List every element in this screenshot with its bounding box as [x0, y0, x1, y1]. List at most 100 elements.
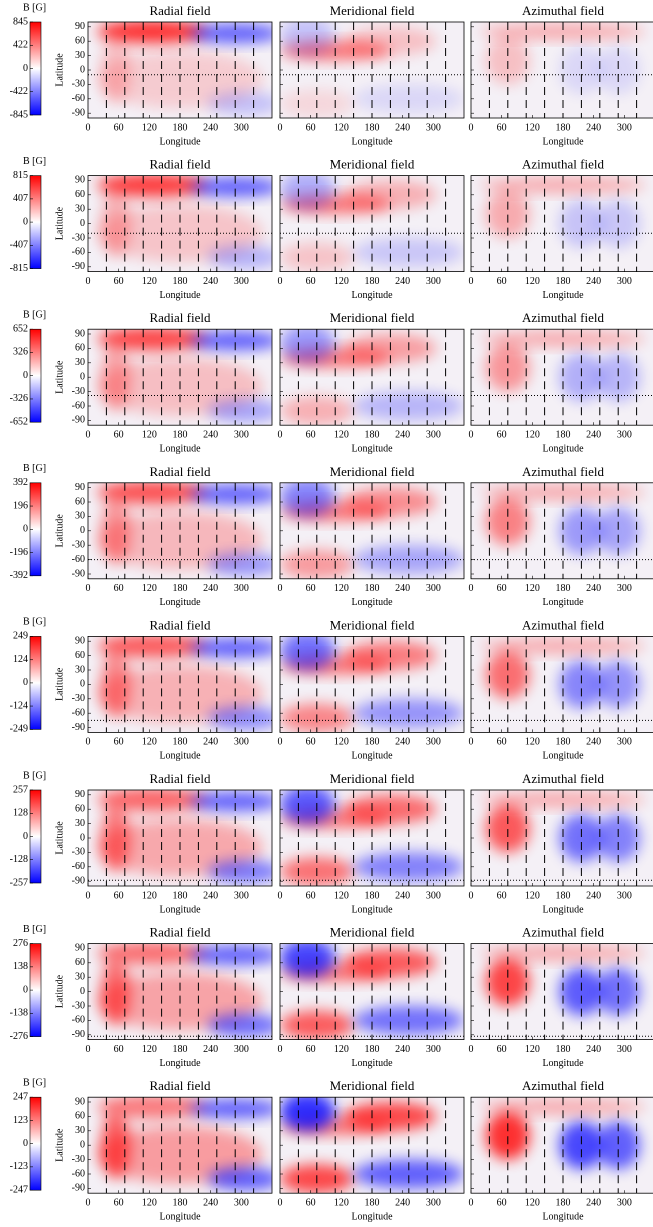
x-tick-label: 120	[525, 583, 540, 594]
heatmap-blob	[100, 343, 131, 411]
heatmap-blob	[280, 943, 336, 978]
x-tick-label: 300	[426, 1044, 441, 1055]
panel-title: Azimuthal field	[522, 3, 604, 18]
heatmap-blob	[596, 506, 641, 555]
y-tick-label: -60	[72, 400, 85, 411]
x-tick-label: 120	[525, 122, 540, 133]
x-tick-label: 120	[334, 583, 349, 594]
colorbar-tick-label: -196	[10, 547, 28, 558]
x-tick-label: 60	[306, 122, 316, 133]
heatmap	[88, 943, 272, 1040]
heatmap	[471, 175, 653, 272]
x-tick-label: 240	[586, 1044, 601, 1055]
heatmap-blob	[280, 175, 336, 210]
x-tick-label: 240	[203, 429, 218, 440]
panel-title: Azimuthal field	[522, 925, 604, 940]
x-axis-label: Longitude	[159, 904, 201, 915]
heatmap	[88, 790, 272, 886]
y-tick-label: -30	[72, 79, 85, 90]
colorbar-tick-label: 123	[13, 1115, 28, 1126]
x-tick-label: 60	[497, 890, 507, 901]
x-tick-label: 180	[556, 122, 571, 133]
x-tick-label: 300	[617, 583, 632, 594]
y-axis-label: Latitude	[54, 821, 65, 855]
heatmap-blob	[100, 958, 131, 1026]
x-tick-label: 300	[617, 276, 632, 287]
x-tick-label: 300	[234, 1044, 249, 1055]
x-tick-label: 180	[173, 890, 188, 901]
x-tick-label: 120	[334, 1044, 349, 1055]
colorbar-tick-label: -247	[10, 1184, 28, 1195]
heatmap-blob	[596, 46, 641, 94]
x-tick-label: 60	[114, 276, 124, 287]
colorbar-tick-label: -249	[10, 724, 28, 735]
y-tick-label: -60	[72, 861, 85, 872]
y-tick-label: -60	[72, 93, 85, 104]
heatmap-blob	[353, 1159, 464, 1189]
heatmap-blob	[596, 353, 641, 402]
x-tick-label: 300	[234, 583, 249, 594]
heatmap-blob	[559, 967, 604, 1016]
x-tick-label: 240	[586, 1197, 601, 1208]
heatmap-blob	[485, 1111, 530, 1160]
heatmap-blob	[559, 199, 604, 248]
heatmap-blob	[207, 399, 272, 423]
y-tick-label: 60	[75, 803, 85, 814]
colorbar-tick-label: 0	[23, 524, 28, 535]
colorbar-tick-label: -138	[10, 1008, 28, 1019]
x-axis-label: Longitude	[159, 290, 201, 301]
y-tick-label: 30	[75, 50, 85, 61]
y-tick-label: 0	[80, 1139, 85, 1150]
colorbar-tick-label: -326	[10, 393, 28, 404]
heatmap-blob	[596, 1121, 641, 1170]
x-axis-label: Longitude	[159, 1058, 201, 1069]
heatmap-blob	[485, 343, 530, 392]
x-tick-label: 300	[617, 1044, 632, 1055]
colorbar-tick-label: 276	[13, 938, 28, 949]
x-tick-label: 0	[86, 583, 91, 594]
y-tick-label: 0	[80, 832, 85, 843]
x-tick-label: 0	[469, 122, 474, 133]
colorbar-tick-label: 392	[13, 477, 28, 488]
x-tick-label: 180	[556, 1197, 571, 1208]
y-tick-label: 90	[75, 21, 85, 32]
heatmap-blob	[280, 22, 336, 56]
colorbar-tick-label: 249	[13, 631, 28, 642]
x-tick-label: 120	[142, 276, 157, 287]
x-tick-label: 180	[556, 1044, 571, 1055]
y-tick-label: -90	[72, 1183, 85, 1194]
heatmap-blob	[559, 1121, 604, 1170]
panel-title: Meridional field	[330, 925, 415, 940]
colorbar-tick-label: -124	[10, 700, 28, 711]
y-tick-label: 60	[75, 496, 85, 507]
x-tick-label: 300	[234, 1197, 249, 1208]
y-tick-label: 60	[75, 189, 85, 200]
x-tick-label: 240	[203, 1044, 218, 1055]
colorbar-tick-label: 0	[23, 1138, 28, 1149]
colorbar-label: B [G]	[23, 156, 46, 167]
colorbar-label: B [G]	[23, 463, 46, 474]
panel-title: Meridional field	[330, 3, 415, 18]
heatmap	[280, 790, 464, 886]
y-tick-label: -60	[72, 247, 85, 258]
x-tick-label: 60	[497, 429, 507, 440]
colorbar-tick-label: 815	[13, 170, 28, 181]
y-tick-label: -90	[72, 1029, 85, 1040]
x-tick-label: 300	[426, 890, 441, 901]
x-tick-label: 300	[617, 429, 632, 440]
heatmap-blob	[485, 36, 530, 85]
heatmap-blob	[353, 1006, 464, 1035]
x-tick-label: 60	[306, 737, 316, 748]
heatmap-blob	[480, 484, 646, 501]
x-tick-label: 0	[86, 1197, 91, 1208]
heatmap-blob	[100, 804, 131, 872]
x-axis-label: Longitude	[159, 597, 201, 608]
x-tick-label: 240	[586, 583, 601, 594]
heatmap	[88, 1097, 272, 1194]
heatmap-blob	[480, 331, 646, 347]
x-tick-label: 240	[203, 583, 218, 594]
x-tick-label: 120	[525, 1197, 540, 1208]
y-tick-label: -60	[72, 707, 85, 718]
heatmap-blob	[100, 36, 131, 104]
